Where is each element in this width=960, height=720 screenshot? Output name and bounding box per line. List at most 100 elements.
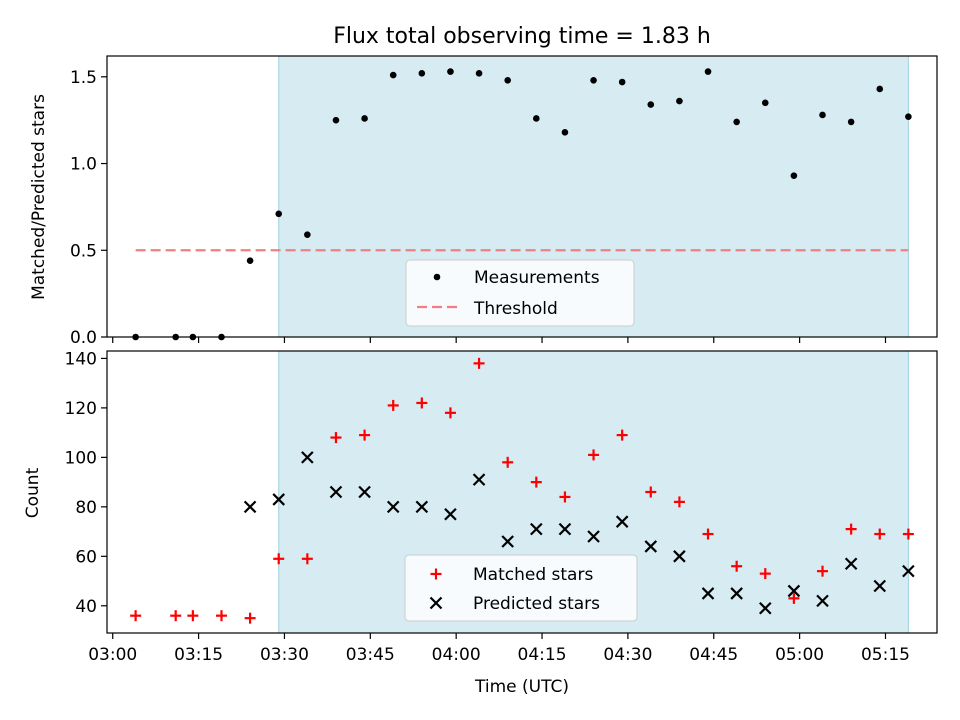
- predicted-point: [301, 451, 314, 464]
- matched-point: [530, 476, 542, 488]
- plot-frame: [106, 350, 938, 634]
- chart-title: Flux total observing time = 1.83 h: [333, 24, 711, 49]
- predicted-point-stroke: [272, 493, 286, 506]
- predicted-point: [558, 522, 572, 536]
- measurement-point: [876, 85, 884, 93]
- predicted-point: [386, 500, 400, 514]
- x-tick-label: 04:00: [432, 645, 481, 665]
- measurement-point: [418, 70, 426, 77]
- measurement-point: [847, 118, 855, 126]
- y-tick-label: 60: [75, 547, 97, 567]
- matched-point: [845, 523, 857, 535]
- measurement-point: [733, 118, 740, 126]
- y-tick-label: 120: [65, 399, 97, 419]
- predicted-point: [816, 594, 829, 608]
- measurement-point: [618, 78, 626, 86]
- matched-point: [416, 397, 428, 409]
- predicted-point: [902, 564, 915, 578]
- predicted-point-stroke: [673, 550, 686, 563]
- matched-point: [215, 610, 227, 622]
- y-tick-label: 1.0: [70, 155, 97, 175]
- x-tick-label: 03:30: [260, 645, 309, 665]
- predicted-point-stroke: [386, 500, 400, 514]
- legend-marker-measurements: [433, 273, 441, 281]
- matched-point: [902, 528, 914, 540]
- predicted-point-stroke: [501, 535, 514, 548]
- predicted-point: [587, 530, 600, 543]
- y-tick-label: 0.0: [70, 328, 97, 348]
- predicted-point: [844, 557, 858, 571]
- legend-label-measurements: Measurements: [474, 268, 600, 288]
- matched-point: [273, 553, 285, 565]
- measurement-point: [905, 113, 912, 121]
- predicted-point-stroke: [615, 515, 629, 528]
- legend: Matched stars Predicted stars: [404, 554, 638, 622]
- matched-point: [874, 528, 886, 540]
- matched-point: [588, 449, 600, 461]
- matched-point: [731, 560, 743, 572]
- legend-box: [405, 259, 635, 327]
- measurement-point: [561, 129, 569, 136]
- measurement-point: [304, 231, 311, 238]
- predicted-point-stroke: [902, 564, 915, 578]
- legend-label-matched: Matched stars: [473, 565, 593, 585]
- matched-point: [170, 610, 182, 622]
- matched-point: [702, 528, 714, 540]
- matched-point: [673, 496, 685, 508]
- matched-point: [645, 486, 657, 498]
- measurement-point: [275, 210, 283, 218]
- legend-box: [404, 554, 638, 622]
- predicted-point-stroke: [644, 540, 658, 553]
- bottom-panel: Count 40 60 80 100 120 140 03:00 03:15 03:30 03:4…: [23, 349, 938, 665]
- x-tick-label: 03:15: [174, 645, 223, 665]
- predicted-point-stroke: [301, 451, 314, 464]
- bottom-y-axis-label: Count: [23, 467, 43, 518]
- measurement-point: [447, 68, 454, 75]
- y-tick-label: 40: [75, 597, 97, 617]
- x-tick-label: 03:00: [88, 645, 137, 665]
- matched-point: [301, 553, 313, 565]
- x-tick-label: 03:45: [346, 645, 395, 665]
- predicted-point-stroke: [472, 473, 486, 486]
- y-tick-label: 80: [75, 498, 97, 518]
- predicted-point-stroke: [243, 500, 257, 514]
- x-tick-label: 05:15: [861, 645, 910, 665]
- matched-point: [359, 429, 371, 441]
- matched-point: [244, 612, 256, 624]
- predicted-point-stroke: [358, 485, 371, 499]
- matched-point: [502, 456, 514, 468]
- predicted-point: [644, 540, 658, 553]
- predicted-point: [673, 550, 686, 563]
- x-axis-label: Time (UTC): [474, 677, 569, 697]
- x-tick-label: 05:00: [775, 645, 824, 665]
- matched-point: [130, 610, 142, 622]
- matched-point: [559, 491, 571, 503]
- y-tick-label: 1.5: [70, 68, 97, 88]
- predicted-point-stroke: [730, 587, 743, 600]
- plot-frame: [106, 55, 938, 338]
- measurement-point: [590, 76, 597, 84]
- measurement-point: [332, 116, 340, 124]
- measurement-point: [704, 68, 712, 75]
- predicted-point-stroke: [758, 601, 772, 615]
- y-tick-label: 0.5: [70, 241, 97, 261]
- predicted-point-stroke: [787, 584, 801, 598]
- matched-point: [473, 357, 485, 369]
- measurement-point: [504, 76, 511, 84]
- top-panel: Matched/Predicted stars 0.0 0.5 1.0 1.5 Meas…: [29, 55, 938, 348]
- predicted-point: [444, 507, 457, 521]
- predicted-point: [358, 485, 371, 499]
- matched-point: [817, 565, 829, 577]
- matched-point: [387, 399, 399, 411]
- predicted-point-stroke: [816, 594, 829, 608]
- measurement-point: [790, 172, 798, 179]
- top-y-axis-label: Matched/Predicted stars: [29, 94, 49, 300]
- measurement-point: [389, 71, 397, 79]
- predicted-point-stroke: [873, 579, 887, 593]
- x-tick-label: 04:15: [518, 645, 567, 665]
- measurement-point: [361, 115, 368, 122]
- predicted-point-stroke: [587, 530, 600, 543]
- measurement-point: [647, 101, 655, 108]
- predicted-point: [615, 515, 629, 528]
